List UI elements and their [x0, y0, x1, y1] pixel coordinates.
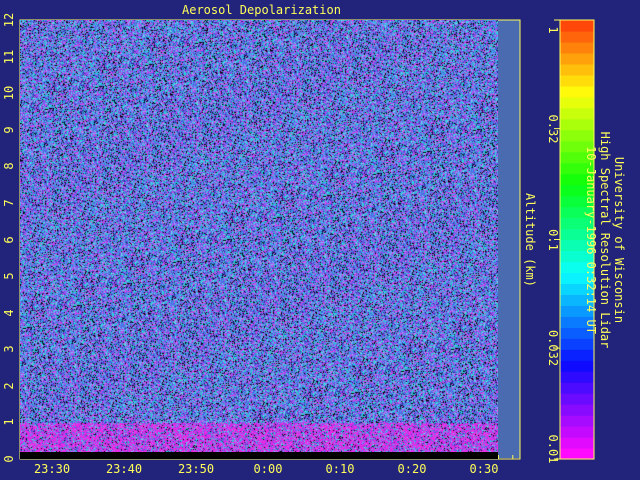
y-tick-label-6: 6 [2, 235, 16, 244]
y-tick-label-7: 7 [2, 199, 16, 207]
annotation-line-3: 10-January-1996 0:32:14 UT [584, 146, 598, 334]
x-tick-label-0: 23:30 [33, 462, 71, 476]
colorbar-segment [560, 30, 594, 43]
y-tick-label-8: 8 [2, 162, 16, 170]
y-tick-label-9: 9 [2, 126, 16, 134]
colorbar-segment [560, 206, 594, 219]
x-tick-label-1: 23:40 [105, 462, 143, 476]
colorbar-segment [560, 294, 594, 306]
colorbar-segment [560, 261, 594, 274]
x-tick-label-5: 0:20 [397, 462, 427, 476]
y-tick-label-3: 3 [2, 345, 16, 353]
colorbar-segment [560, 272, 594, 284]
colorbar-segment [560, 140, 594, 153]
colorbar-segment [560, 327, 594, 339]
colorbar-segment [560, 239, 594, 252]
y-tick-label-1: 1 [2, 418, 16, 427]
colorbar-segment [560, 228, 594, 241]
colorbar-tick-label-1: 0.32 [546, 114, 560, 144]
colorbar-segment [560, 85, 594, 98]
colorbar-segment [560, 316, 594, 328]
no-data-band [498, 20, 520, 458]
colorbar-segment [560, 118, 594, 131]
colorbar-segment [560, 52, 594, 65]
colorbar-tick-label-2: 0.1 [546, 228, 560, 251]
colorbar-segment [560, 63, 594, 76]
x-tick-label-2: 23:50 [177, 462, 215, 476]
colorbar-segment [560, 41, 594, 54]
depolarization-heatmap [20, 20, 498, 452]
chart-title: Aerosol Depolarization [182, 3, 341, 17]
x-tick-label-4: 0:10 [325, 462, 355, 476]
colorbar-segment [560, 217, 594, 230]
colorbar-tick-label-4: 0.01 [546, 434, 560, 464]
colorbar-segment [560, 393, 594, 405]
annotation-line-1: University of Wisconsin [612, 156, 626, 324]
colorbar-segment [560, 360, 594, 372]
colorbar-segment [560, 404, 594, 416]
colorbar-tick-label-0: 1 [546, 26, 560, 34]
colorbar-segment [560, 305, 594, 317]
colorbar-segment [560, 415, 594, 427]
colorbar-segment [560, 96, 594, 109]
colorbar-segment [560, 437, 594, 449]
instrument-annotation: University of Wisconsin High Spectral Re… [584, 110, 626, 370]
colorbar-segment [560, 426, 594, 438]
colorbar-segment [560, 20, 594, 32]
annotation-line-2: High Spectral Resolution Lidar [598, 131, 612, 349]
y-axis-label: Altitude (km) [523, 193, 537, 287]
y-tick-label-0: 0 [2, 455, 16, 463]
colorbar-segment [560, 74, 594, 87]
x-tick-label-6: 0:30 [469, 462, 499, 476]
colorbar-segment [560, 448, 594, 460]
colorbar-segment [560, 250, 594, 263]
y-tick-label-2: 2 [2, 382, 16, 390]
colorbar-segment [560, 195, 594, 208]
colorbar-segment [560, 349, 594, 361]
y-tick-label-4: 4 [2, 309, 16, 317]
y-tick-label-10: 10 [2, 85, 16, 101]
colorbar-segment [560, 162, 594, 175]
colorbar-segment [560, 283, 594, 295]
colorbar-segment [560, 173, 594, 186]
y-tick-label-12: 12 [2, 12, 16, 28]
colorbar [554, 19, 595, 460]
colorbar-segment [560, 129, 594, 142]
y-tick-label-11: 11 [2, 49, 16, 64]
y-tick-label-5: 5 [2, 272, 16, 280]
colorbar-segment [560, 382, 594, 394]
x-tick-label-3: 0:00 [253, 462, 283, 476]
colorbar-segment [560, 338, 594, 350]
colorbar-segment [560, 151, 594, 164]
colorbar-segment [560, 184, 594, 197]
colorbar-tick-label-3: 0.032 [546, 330, 560, 367]
colorbar-segment [560, 107, 594, 120]
colorbar-segment [560, 371, 594, 383]
bottom-strip [20, 452, 498, 459]
